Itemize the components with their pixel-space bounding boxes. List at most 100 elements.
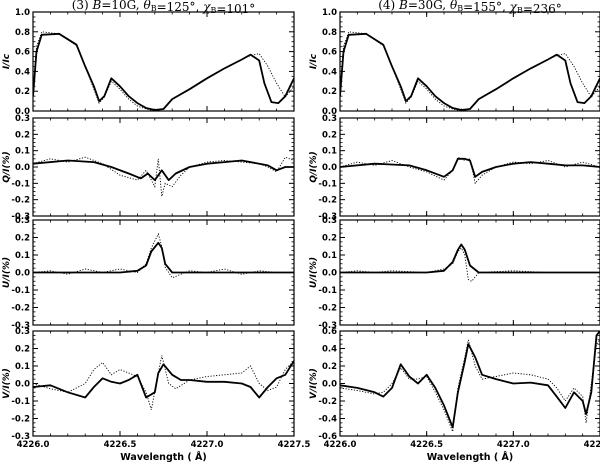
series-solid-model — [33, 241, 294, 274]
y-tick-label: 0.1 — [322, 147, 337, 157]
y-tick-label: 0.2 — [322, 362, 337, 372]
panel-frame — [32, 11, 295, 112]
y-tick-label: 0.1 — [322, 251, 337, 261]
y-tick-label: 0.0 — [322, 107, 337, 117]
panel-r2-c1: -0.3 -0.2 -0.1 0.0 0.1 0.2 0.3 Q/I(%) — [2, 114, 295, 222]
y-tick-label: -0.2 — [11, 304, 30, 314]
y-tick-label: 0.0 — [15, 163, 30, 173]
y-tick-label: 0.2 — [15, 130, 30, 140]
y-axis-label: Q/I(%) — [309, 151, 319, 183]
y-tick-label: 0.6 — [15, 48, 30, 58]
y-tick-label: 0.3 — [15, 216, 30, 226]
series-solid-model — [340, 331, 600, 429]
column-title-1: (3) B=10G, θB=125°, χB=101° — [72, 0, 256, 16]
y-tick-label: 0.2 — [322, 87, 337, 97]
y-tick-label: 0.1 — [15, 147, 30, 157]
panel-r1-c2: 0.0 0.2 0.4 0.6 0.8 1.0 I/Ic — [309, 8, 600, 117]
y-tick-label: -0.1 — [11, 397, 30, 407]
series-dotted-observed — [340, 31, 600, 111]
y-tick-label: 0.2 — [15, 234, 30, 244]
y-tick-label: -0.3 — [318, 321, 337, 331]
x-tick-label: 4226.5 — [104, 440, 137, 450]
y-tick-label: -0.1 — [11, 286, 30, 296]
y-tick-label: -0.6 — [318, 432, 337, 442]
x-tick-label: 4227.0 — [497, 440, 530, 450]
y-tick-label: 0.6 — [322, 48, 337, 58]
y-tick-label: 0.1 — [15, 251, 30, 261]
y-tick-label: 0.0 — [15, 380, 30, 390]
series-solid-model — [340, 32, 600, 111]
panel-frame — [339, 117, 600, 217]
y-tick-label: 0.3 — [15, 114, 30, 124]
y-tick-label: 0.6 — [322, 327, 337, 337]
y-tick-label: 0.2 — [322, 130, 337, 140]
column-title-2: (4) B=30G, θB=155°, χB=236° — [378, 0, 562, 16]
y-tick-label: 0.1 — [15, 362, 30, 372]
x-axis-label: Wavelength ( Å) — [120, 452, 206, 463]
y-tick-label: -0.2 — [318, 397, 337, 407]
y-tick-label: -0.1 — [11, 179, 30, 189]
y-axis-label: U/I(%) — [309, 257, 319, 288]
y-axis-label: V/I(%) — [309, 368, 319, 399]
y-tick-label: 0.4 — [322, 67, 337, 77]
y-tick-label: 0.8 — [322, 28, 337, 38]
series-dotted-observed — [33, 31, 294, 111]
y-tick-label: -0.3 — [11, 432, 30, 442]
series-dotted-observed — [340, 156, 600, 185]
y-tick-label: -0.2 — [11, 415, 30, 425]
x-tick-label: 4227.5 — [278, 440, 311, 450]
y-axis-label: I/Ic — [309, 53, 319, 69]
y-tick-label: 0.0 — [322, 163, 337, 173]
y-tick-label: 0.4 — [15, 67, 30, 77]
x-tick-label: 4227.5 — [584, 440, 600, 450]
x-tick-label: 4227.0 — [191, 440, 224, 450]
series-dotted-observed — [340, 339, 600, 432]
y-tick-label: 0.2 — [15, 345, 30, 355]
y-tick-label: 0.2 — [15, 87, 30, 97]
y-tick-label: -0.3 — [318, 212, 337, 222]
y-axis-label: I/Ic — [2, 53, 12, 69]
y-tick-label: -0.1 — [318, 286, 337, 296]
y-tick-label: -0.2 — [318, 304, 337, 314]
panel-frame — [339, 11, 600, 112]
panel-r4-c1: -0.3 -0.2 -0.1 0.0 0.1 0.2 0.3 4226.0 4226.5 4227… — [2, 327, 310, 463]
y-tick-label: 0.0 — [322, 380, 337, 390]
series-dotted-observed — [33, 232, 294, 279]
y-tick-label: 0.3 — [15, 327, 30, 337]
panel-r4-c2: -0.6 -0.4 -0.2 0.0 0.2 0.4 0.6 4226.0 4226.5 4227… — [309, 327, 600, 463]
series-dotted-observed — [33, 156, 294, 197]
y-tick-label: 0.3 — [322, 114, 337, 124]
y-tick-label: -0.2 — [318, 196, 337, 206]
series-solid-model — [33, 360, 294, 399]
panel-r3-c1: -0.3 -0.2 -0.1 0.0 0.1 0.2 0.3 U/I(%) — [2, 216, 295, 331]
y-tick-label: -0.2 — [11, 196, 30, 206]
series-solid-model — [340, 157, 600, 178]
series-solid-model — [33, 159, 294, 181]
panel-r1-c1: 0.0 0.2 0.4 0.6 0.8 1.0 I/Ic — [2, 8, 295, 117]
y-axis-label: Q/I(%) — [2, 151, 12, 183]
y-tick-label: 0.0 — [15, 269, 30, 279]
panel-r2-c2: -0.3 -0.2 -0.1 0.0 0.1 0.2 0.3 Q/I(%) — [309, 114, 600, 222]
y-tick-label: 0.0 — [322, 269, 337, 279]
x-tick-label: 4226.0 — [17, 440, 50, 450]
series-solid-model — [33, 32, 294, 111]
x-tick-label: 4226.5 — [410, 440, 443, 450]
y-tick-label: -0.3 — [11, 321, 30, 331]
y-tick-label: -0.1 — [318, 179, 337, 189]
panel-frame — [32, 117, 295, 217]
y-tick-label: -0.3 — [11, 212, 30, 222]
panel-frame — [32, 330, 295, 437]
series-dotted-observed — [33, 355, 294, 410]
panel-r3-c2: -0.3 -0.2 -0.1 0.0 0.1 0.2 0.3 U/I(%) — [309, 216, 600, 331]
y-tick-label: 0.0 — [15, 107, 30, 117]
y-tick-label: 0.2 — [322, 234, 337, 244]
x-axis-label: Wavelength ( Å) — [427, 452, 513, 463]
series-solid-model — [340, 243, 600, 274]
y-tick-label: 0.4 — [322, 345, 337, 355]
y-axis-label: U/I(%) — [2, 257, 12, 288]
y-tick-label: 0.8 — [15, 28, 30, 38]
y-tick-label: 1.0 — [15, 8, 30, 18]
x-tick-label: 4226.0 — [324, 440, 357, 450]
